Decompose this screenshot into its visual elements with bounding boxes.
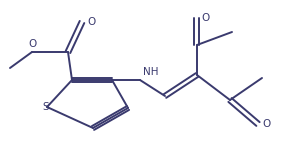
Text: O: O <box>262 119 270 129</box>
Text: O: O <box>28 39 36 49</box>
Text: O: O <box>201 13 209 23</box>
Text: O: O <box>87 17 95 27</box>
Text: S: S <box>43 102 49 112</box>
Text: NH: NH <box>143 67 158 77</box>
